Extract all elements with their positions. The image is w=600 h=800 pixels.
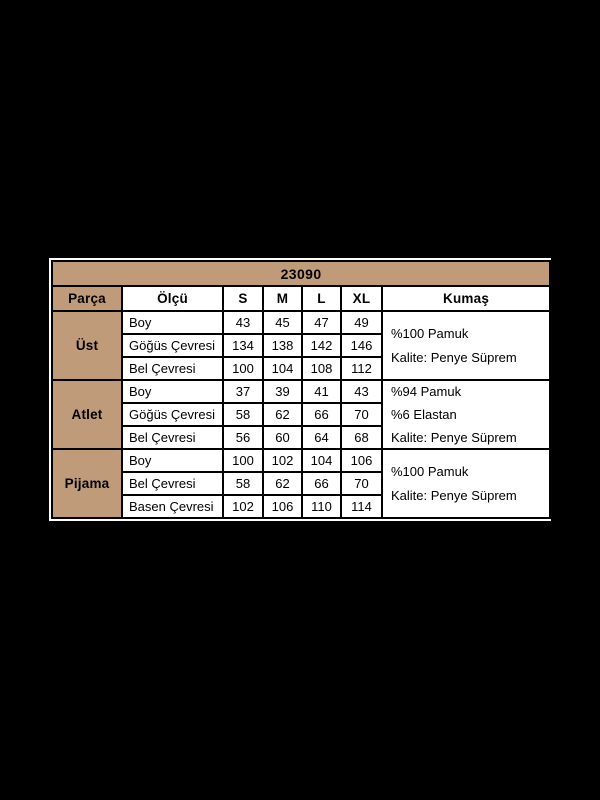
column-header-m: M bbox=[262, 285, 303, 312]
size-chart: 23090 Parça Ölçü S M L XL Kumaş Üst Boy 43… bbox=[49, 258, 552, 521]
table-row: Basen Çevresi 102 106 110 114 bbox=[52, 494, 550, 519]
fabric-info: %100 Pamuk Kalite: Penye Süprem bbox=[380, 310, 552, 381]
group-name: Üst bbox=[51, 310, 123, 381]
fabric-line: Kalite: Penye Süprem bbox=[391, 430, 517, 445]
size-value: 68 bbox=[340, 425, 383, 450]
size-value: 146 bbox=[340, 333, 383, 358]
column-header-row: Parça Ölçü S M L XL Kumaş bbox=[51, 285, 552, 312]
size-value: 102 bbox=[222, 494, 264, 519]
size-value: 110 bbox=[301, 494, 342, 519]
measure-label: Göğüs Çevresi bbox=[121, 333, 224, 358]
size-value: 41 bbox=[301, 379, 342, 404]
fabric-lines: %94 Pamuk %6 Elastan Kalite: Penye Süprem bbox=[391, 384, 545, 445]
size-value: 106 bbox=[340, 448, 383, 473]
group-name: Atlet bbox=[51, 379, 123, 450]
fabric-info: %100 Pamuk Kalite: Penye Süprem bbox=[380, 448, 552, 519]
size-value: 39 bbox=[262, 379, 303, 404]
size-value: 43 bbox=[222, 310, 264, 335]
size-value: 100 bbox=[222, 448, 264, 473]
size-table-body: Üst Boy 43 45 47 49 %100 Pamuk Kalite: Penye Sü… bbox=[51, 310, 552, 519]
size-value: 62 bbox=[262, 402, 303, 427]
size-value: 70 bbox=[340, 471, 383, 496]
column-header-xl: XL bbox=[340, 285, 383, 312]
measure-label: Bel Çevresi bbox=[121, 356, 224, 381]
size-value: 104 bbox=[301, 448, 342, 473]
table-row: Bel Çevresi 58 62 66 70 bbox=[52, 471, 550, 496]
product-code-row: 23090 bbox=[50, 260, 552, 287]
measure-label: Basen Çevresi bbox=[121, 494, 224, 519]
fabric-line: Kalite: Penye Süprem bbox=[391, 350, 517, 365]
size-value: 114 bbox=[340, 494, 383, 519]
fabric-info: %94 Pamuk %6 Elastan Kalite: Penye Süprem bbox=[380, 379, 552, 450]
size-value: 58 bbox=[222, 471, 264, 496]
product-code: 23090 bbox=[50, 260, 552, 287]
fabric-lines: %100 Pamuk Kalite: Penye Süprem bbox=[391, 464, 545, 503]
measure-label: Boy bbox=[121, 448, 224, 473]
table-row: Bel Çevresi 100 104 108 112 bbox=[52, 356, 550, 381]
fabric-line: %100 Pamuk bbox=[391, 326, 469, 341]
table-row: Pijama Boy 100 102 104 106 %100 Pamuk Kalite: P… bbox=[51, 448, 552, 519]
size-value: 100 bbox=[222, 356, 264, 381]
size-value: 49 bbox=[340, 310, 383, 335]
fabric-line: %6 Elastan bbox=[391, 407, 457, 422]
column-header-l: L bbox=[301, 285, 342, 312]
size-value: 66 bbox=[301, 402, 342, 427]
size-value: 58 bbox=[222, 402, 264, 427]
column-header-s: S bbox=[222, 285, 264, 312]
size-value: 60 bbox=[262, 425, 303, 450]
measure-label: Boy bbox=[121, 379, 224, 404]
group-name: Pijama bbox=[51, 448, 123, 519]
size-value: 56 bbox=[222, 425, 264, 450]
table-row: Bel Çevresi 56 60 64 68 bbox=[52, 425, 550, 450]
column-header-olcu: Ölçü bbox=[121, 285, 224, 312]
measure-label: Göğüs Çevresi bbox=[121, 402, 224, 427]
size-value: 37 bbox=[222, 379, 264, 404]
size-value: 62 bbox=[262, 471, 303, 496]
size-value: 104 bbox=[262, 356, 303, 381]
table-row: Atlet Boy 37 39 41 43 %94 Pamuk %6 Elastan Kalit… bbox=[51, 379, 552, 450]
size-value: 134 bbox=[222, 333, 264, 358]
size-value: 112 bbox=[340, 356, 383, 381]
size-value: 102 bbox=[262, 448, 303, 473]
size-value: 43 bbox=[340, 379, 383, 404]
fabric-line: %94 Pamuk bbox=[391, 384, 462, 399]
table-row: Üst Boy 43 45 47 49 %100 Pamuk Kalite: Penye Sü… bbox=[51, 310, 552, 381]
size-value: 108 bbox=[301, 356, 342, 381]
measure-label: Bel Çevresi bbox=[121, 471, 224, 496]
size-value: 138 bbox=[262, 333, 303, 358]
measure-label: Boy bbox=[121, 310, 224, 335]
size-value: 45 bbox=[262, 310, 303, 335]
size-value: 66 bbox=[301, 471, 342, 496]
table-row: Göğüs Çevresi 58 62 66 70 bbox=[52, 402, 550, 427]
fabric-lines: %100 Pamuk Kalite: Penye Süprem bbox=[391, 326, 545, 365]
size-value: 70 bbox=[340, 402, 383, 427]
fabric-line: Kalite: Penye Süprem bbox=[391, 488, 517, 503]
measure-label: Bel Çevresi bbox=[121, 425, 224, 450]
column-header-kumas: Kumaş bbox=[380, 285, 552, 312]
size-value: 47 bbox=[301, 310, 342, 335]
size-value: 106 bbox=[262, 494, 303, 519]
column-header-parca: Parça bbox=[51, 285, 123, 312]
size-value: 142 bbox=[301, 333, 342, 358]
size-table: 23090 Parça Ölçü S M L XL Kumaş Üst Boy 43… bbox=[50, 260, 552, 519]
table-row: Göğüs Çevresi 134 138 142 146 bbox=[52, 333, 550, 358]
fabric-line: %100 Pamuk bbox=[391, 464, 469, 479]
size-value: 64 bbox=[301, 425, 342, 450]
